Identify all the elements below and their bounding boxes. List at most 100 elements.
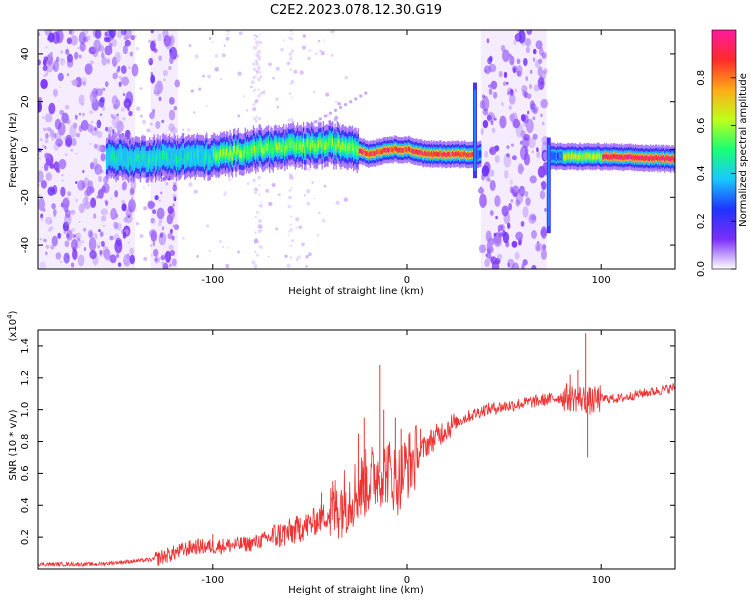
heatmap-cell	[479, 193, 487, 208]
heatmap-cell	[525, 76, 528, 81]
heatmap-cell	[286, 263, 291, 268]
heatmap-cell	[501, 229, 506, 237]
heatmap-cell	[305, 145, 307, 154]
heatmap-cell	[253, 116, 257, 121]
heatmap-cell	[202, 74, 205, 78]
heatmap-cell	[39, 238, 42, 241]
heatmap-cell	[380, 149, 383, 155]
heatmap-cell	[543, 68, 548, 74]
heatmap-cell	[78, 31, 86, 44]
heatmap-cell	[531, 264, 537, 269]
heatmap-cell	[229, 147, 231, 155]
heatmap-cell	[75, 198, 78, 202]
heatmap-cell	[154, 195, 159, 201]
heatmap-cell	[366, 151, 369, 157]
heatmap-cell	[267, 255, 270, 258]
heatmap-cell	[158, 222, 162, 227]
heatmap-cell	[146, 128, 151, 133]
heatmap-cell	[277, 193, 281, 197]
heatmap-cell	[521, 85, 528, 93]
heatmap-cell	[313, 142, 315, 151]
heatmap-cell	[43, 56, 49, 62]
heatmap-cell	[118, 76, 121, 79]
heatmap-cell	[523, 114, 529, 124]
colorbar-ticks: 0.0 0.2 0.4 0.6 0.8	[696, 70, 736, 277]
heatmap-cell	[55, 167, 61, 173]
heatmap-cell	[254, 99, 257, 102]
heatmap-cell	[40, 216, 44, 222]
heatmap-cell	[258, 40, 263, 45]
heatmap-cell	[464, 152, 467, 158]
heatmap-cell	[536, 147, 539, 153]
heatmap-cell	[501, 205, 509, 217]
heatmap-cell	[257, 229, 262, 234]
heatmap-cell	[105, 58, 111, 63]
heatmap-cell	[47, 186, 55, 196]
heatmap-cell	[49, 163, 55, 169]
heatmap-cell	[124, 261, 128, 265]
heatmap-cell	[509, 55, 515, 66]
heatmap-cell	[502, 81, 507, 86]
heatmap-cell	[115, 213, 119, 219]
heatmap-cell	[143, 256, 148, 261]
heatmap-cell	[580, 154, 582, 159]
heatmap-cell	[75, 181, 78, 184]
heatmap-cell	[84, 63, 93, 75]
heatmap-cell	[194, 54, 200, 59]
heatmap-cell	[426, 151, 428, 157]
heatmap-cell	[428, 151, 431, 157]
heatmap-cell	[276, 105, 280, 109]
spectrogram-y-ticks: -40 -20 0 20 40	[20, 48, 675, 253]
heatmap-cell	[306, 201, 311, 206]
heatmap-cell	[543, 151, 548, 161]
heatmap-cell	[82, 112, 85, 117]
heatmap-cell	[59, 57, 66, 66]
heatmap-cell	[555, 154, 558, 160]
heatmap-cell	[288, 36, 292, 40]
heatmap-cell	[439, 151, 441, 156]
heatmap-cell	[109, 151, 111, 159]
heatmap-cell	[516, 58, 521, 65]
heatmap-cell	[66, 233, 70, 239]
heatmap-cell	[182, 128, 185, 131]
heatmap-cell	[647, 156, 650, 161]
heatmap-cell	[566, 154, 568, 160]
snr-x-tick-label: 100	[592, 575, 611, 586]
heatmap-cell	[163, 150, 165, 159]
colorbar-tick-label: 0.8	[696, 70, 707, 86]
heatmap-cell	[608, 154, 610, 160]
heatmap-cell	[222, 246, 225, 249]
heatmap-cell	[371, 151, 373, 156]
heatmap-cell	[289, 83, 291, 86]
heatmap-cell	[205, 104, 208, 108]
heatmap-cell	[259, 245, 263, 249]
heatmap-cell	[632, 154, 634, 160]
heatmap-cell	[382, 148, 384, 154]
heatmap-cell	[80, 77, 88, 84]
heatmap-cell	[323, 39, 325, 41]
heatmap-cell	[317, 211, 321, 215]
heatmap-cell	[330, 30, 335, 34]
heatmap-cell	[558, 154, 560, 160]
heatmap-cell	[53, 140, 60, 152]
heatmap-cell	[641, 155, 644, 161]
heatmap-cell	[442, 151, 445, 157]
heatmap-cell	[298, 225, 303, 230]
heatmap-cell	[291, 32, 294, 35]
snr-y-tick-label: 1.4	[20, 338, 31, 354]
heatmap-cell	[306, 139, 308, 147]
heatmap-cell	[532, 107, 538, 115]
heatmap-cell	[189, 154, 192, 162]
spectrogram-y-tick-label: -40	[20, 237, 31, 253]
heatmap-cell	[295, 258, 299, 262]
heatmap-cell	[482, 120, 489, 129]
heatmap-cell	[291, 177, 294, 180]
heatmap-cell	[290, 244, 293, 248]
heatmap-cell	[271, 145, 273, 153]
heatmap-cell	[420, 149, 422, 155]
heatmap-cell	[80, 239, 85, 244]
heatmap-cell	[239, 150, 242, 158]
heatmap-cell	[604, 154, 606, 160]
heatmap-cell	[255, 53, 259, 57]
